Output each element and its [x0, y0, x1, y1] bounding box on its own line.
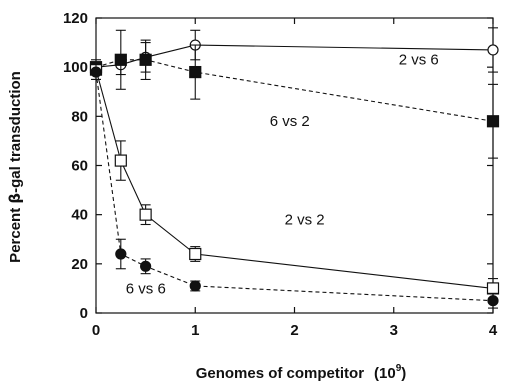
- y-tick-label: 60: [71, 158, 88, 175]
- series-line: [95, 69, 494, 289]
- data-point: [115, 248, 127, 260]
- series-annotation: 2 vs 2: [285, 212, 325, 229]
- data-point: [90, 66, 102, 78]
- data-point: [486, 115, 500, 128]
- plot-area: 0 20 40 60 80 100 120 0 1 2 3 4 2 vs 6 6 vs 2 2 vs 2 6 …: [63, 10, 500, 339]
- series-annotation: 6 vs 6: [126, 280, 166, 297]
- y-tick-label: 80: [71, 108, 88, 125]
- series-6-vs-6: [90, 64, 499, 309]
- x-tick-label: 1: [191, 322, 199, 339]
- series-line: [95, 59, 494, 122]
- data-point: [114, 53, 127, 66]
- x-tick-label: 0: [92, 322, 100, 339]
- data-point: [487, 295, 499, 307]
- y-tick-label: 120: [63, 10, 88, 27]
- data-point: [189, 247, 202, 261]
- series-annotation: 2 vs 6: [399, 52, 439, 69]
- data-point: [139, 53, 152, 66]
- series-line: [95, 72, 494, 302]
- y-axis-title: Percent β-gal transduction: [6, 71, 24, 263]
- data-point: [189, 280, 201, 292]
- data-point: [139, 208, 152, 221]
- y-tick-label: 0: [80, 305, 88, 322]
- x-tick-label: 2: [290, 322, 298, 339]
- data-point: [114, 154, 127, 167]
- data-point: [140, 260, 152, 272]
- series-2-vs-2: [89, 59, 500, 299]
- data-point: [486, 282, 500, 295]
- data-point: [189, 65, 202, 79]
- x-axis-title: Genomes of competitor (109): [196, 363, 407, 382]
- series-annotation: 6 vs 2: [270, 113, 310, 130]
- y-tick-label: 20: [71, 256, 88, 273]
- data-point: [487, 44, 499, 56]
- x-tick-label: 4: [489, 322, 498, 339]
- y-tick-label: 100: [63, 59, 88, 76]
- y-tick-label: 40: [71, 207, 88, 224]
- x-tick-label: 3: [390, 322, 398, 339]
